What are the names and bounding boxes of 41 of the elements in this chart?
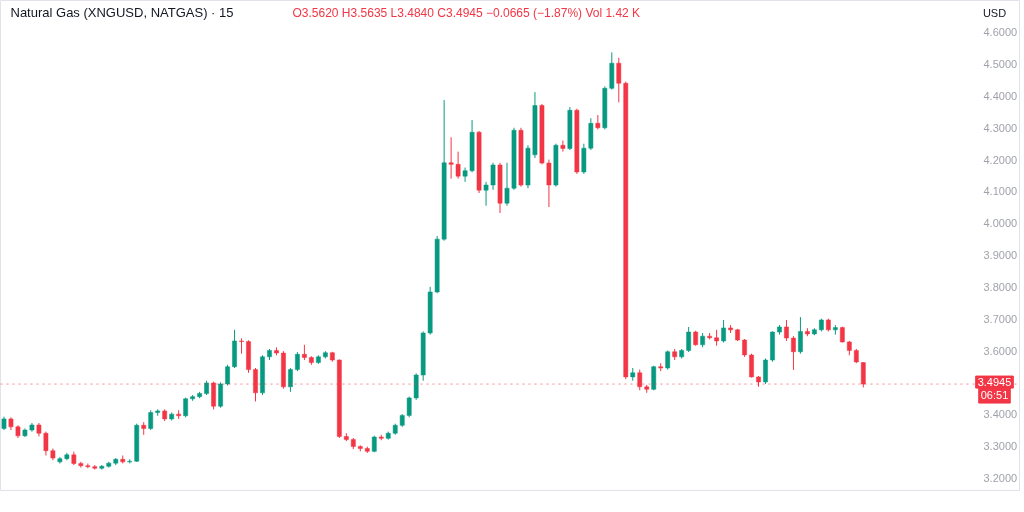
candlestick <box>288 367 293 393</box>
y-tick-label: 3.8000 <box>983 280 1018 293</box>
candlestick <box>721 319 726 344</box>
y-axis-title: USD <box>982 6 1007 19</box>
y-tick-label: 4.5000 <box>983 58 1018 71</box>
y-tick-label: 3.9000 <box>983 249 1018 262</box>
candlestick <box>616 57 622 103</box>
candlestick <box>211 381 216 410</box>
candlestick <box>686 326 691 353</box>
y-tick-label: 4.4000 <box>983 89 1018 102</box>
chart-subtitle: O3.5620 H3.5635 L3.4840 C3.4945 −0.0665 (−1.87%) Vol 1.42 K <box>292 5 641 20</box>
y-tick-label: 3.7000 <box>983 312 1018 325</box>
candlestick <box>560 140 566 153</box>
candlestick <box>504 162 510 207</box>
y-tick-label: 4.2000 <box>983 153 1018 166</box>
y-tick-label: 3.4000 <box>983 408 1018 421</box>
y-tick-label: 3.3000 <box>983 439 1018 452</box>
candlestick <box>218 381 223 409</box>
y-tick-label: 4.1000 <box>983 185 1018 198</box>
y-tick-label: 4.6000 <box>983 26 1018 39</box>
chart-title: Natural Gas (XNGUSD, NATGAS) · 15 <box>10 5 234 20</box>
y-tick-label: 4.0000 <box>983 217 1018 230</box>
candlestick <box>860 361 866 388</box>
candlestick <box>791 335 796 371</box>
candlestick <box>225 364 230 386</box>
candlestick <box>253 367 258 402</box>
y-tick-label: 3.6000 <box>983 344 1018 357</box>
annotation: 06:51 <box>980 389 1009 402</box>
candlestick <box>784 319 789 342</box>
candlestick <box>295 351 300 372</box>
candlestick <box>148 409 154 431</box>
candlestick <box>798 316 803 355</box>
y-tick-label: 3.2000 <box>983 471 1018 484</box>
ref-line-label: 3.4945 <box>977 376 1012 389</box>
candlestick <box>490 162 496 191</box>
candlestick <box>546 159 552 208</box>
candlestick <box>637 369 643 391</box>
candlestick <box>239 337 244 355</box>
candlestick <box>763 357 768 385</box>
y-tick-label: 4.3000 <box>983 121 1018 134</box>
candlestick <box>483 181 489 207</box>
